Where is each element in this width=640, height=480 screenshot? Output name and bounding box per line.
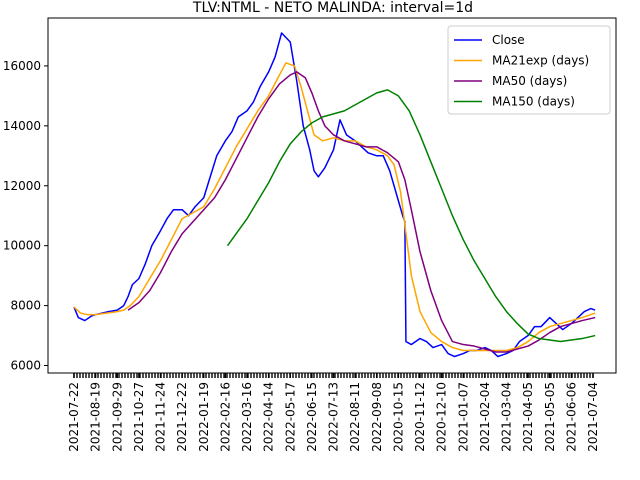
x-tick-label: 2021-04-05 [521,382,535,452]
x-tick-label: 2021-01-07 [456,382,470,452]
y-tick-label: 14000 [3,119,41,133]
x-tick-label: 2022-07-13 [327,382,341,452]
x-tick-label: 2022-04-14 [262,382,276,452]
legend-label: Close [492,33,525,47]
legend: Close MA21exp (days) MA50 (days) MA150 (day… [447,25,611,115]
x-tick-label: 2021-11-24 [154,382,168,452]
y-tick-label: 12000 [3,179,41,193]
x-tick-label: 2021-10-27 [132,382,146,452]
x-tick-label: 2021-07-04 [586,382,600,452]
y-tick-label: 16000 [3,59,41,73]
y-tick-label: 8000 [10,299,41,313]
x-tick-label: 2022-03-16 [240,382,254,452]
x-tick-label: 2021-05-05 [543,382,557,452]
x-tick-label: 2022-08-11 [348,382,362,452]
x-tick-label: 2021-06-06 [564,382,578,452]
x-tick-label: 2022-02-16 [218,382,232,452]
legend-box [447,25,611,115]
x-tick-label: 2022-05-17 [283,382,297,452]
x-tick-label: 2021-08-19 [89,382,103,452]
x-tick-label: 2020-12-10 [435,382,449,452]
x-tick-label: 2021-12-22 [175,382,189,452]
x-tick-label: 2021-07-22 [67,382,81,452]
x-tick-label: 2021-02-04 [478,382,492,452]
legend-label: MA21exp (days) [492,54,589,68]
x-tick-label: 2022-09-08 [370,382,384,452]
chart-title: TLV:NTML - NETO MALINDA: interval=1d [192,0,473,16]
x-tick-label: 2022-06-15 [305,382,319,452]
x-tick-label: 2020-10-15 [391,382,405,452]
y-tick-label: 10000 [3,239,41,253]
series-line-1 [73,62,596,352]
series-line-2 [127,71,596,353]
legend-label: MA50 (days) [492,74,567,88]
x-tick-label: 2021-03-04 [500,382,514,452]
legend-label: MA150 (days) [492,95,575,109]
x-tick-label: 2022-01-19 [197,382,211,452]
x-tick-label: 2020-11-12 [413,382,427,452]
series-line-0 [73,32,596,358]
series-line-3 [226,89,596,343]
y-tick-label: 6000 [10,359,41,373]
x-tick-label: 2021-09-29 [110,382,124,452]
